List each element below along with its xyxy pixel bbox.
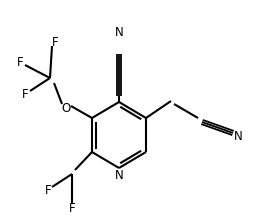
Text: N: N: [115, 169, 123, 182]
Text: F: F: [69, 201, 75, 215]
Text: F: F: [22, 87, 28, 100]
Text: O: O: [61, 102, 71, 114]
Text: F: F: [52, 36, 58, 48]
Text: F: F: [45, 184, 51, 196]
Text: F: F: [17, 56, 23, 68]
Text: N: N: [234, 129, 242, 143]
Text: N: N: [115, 26, 123, 39]
